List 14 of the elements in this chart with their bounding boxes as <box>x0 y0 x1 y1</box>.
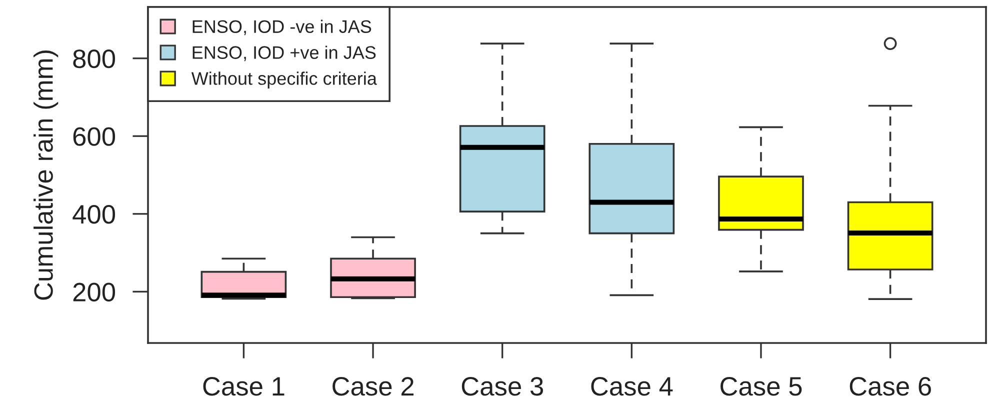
x-tick-label: Case 1 <box>203 377 284 396</box>
x-tick-label: Case 2 <box>332 377 414 396</box>
x-tick-label: Case 4 <box>591 377 673 396</box>
y-axis-title: Cumulative rain (mm) <box>34 50 58 300</box>
y-tick-label: 400 <box>72 205 116 224</box>
y-tick-label: 800 <box>73 49 116 68</box>
legend-label: Without specific criteria <box>191 72 377 88</box>
y-tick-label: 200 <box>73 282 116 302</box>
legend-label: ENSO, IOD -ve in JAS <box>192 20 372 36</box>
x-tick-label: Case 5 <box>720 377 802 396</box>
x-tick-label: Case 6 <box>850 377 931 396</box>
x-tick-label: Case 3 <box>462 377 543 396</box>
legend-label: ENSO, IOD +ve in JAS <box>192 46 376 62</box>
y-tick-label: 600 <box>73 127 116 146</box>
